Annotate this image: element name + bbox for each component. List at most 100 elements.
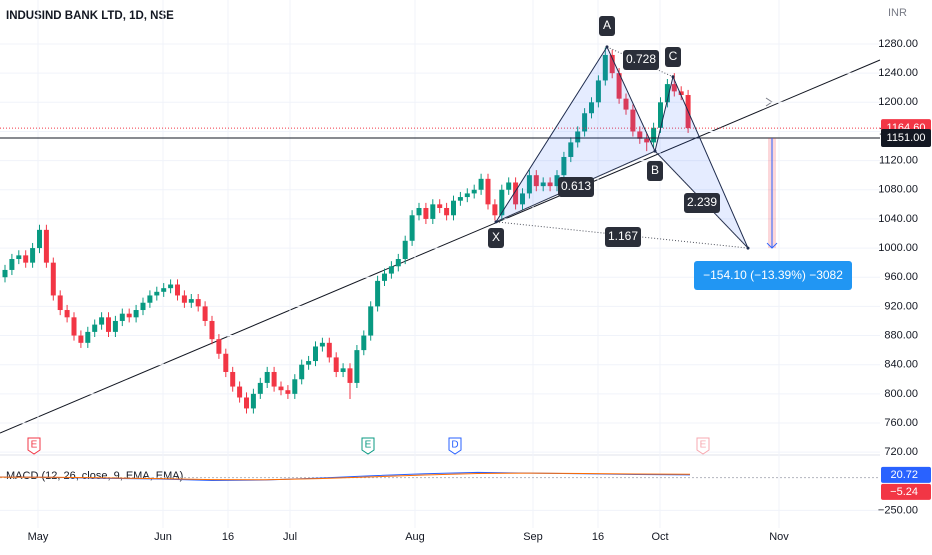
candle-body xyxy=(257,382,263,394)
candle-body xyxy=(181,295,187,303)
candle-body xyxy=(575,131,581,143)
candle-body xyxy=(188,299,194,303)
candle-body xyxy=(561,156,567,176)
x-tick-label: 16 xyxy=(222,531,234,543)
candle-body xyxy=(658,102,663,128)
axis: 720.00 760.00 800.00 840.00 880.00 920.00 960.… xyxy=(28,38,931,543)
macd-value: 20.72 xyxy=(890,469,918,481)
candle-body xyxy=(326,342,332,358)
candle-body xyxy=(50,262,56,296)
candle-body xyxy=(292,379,298,394)
measure-box xyxy=(694,261,852,290)
candle-body xyxy=(202,306,208,321)
candle-body xyxy=(37,229,42,249)
candle-body xyxy=(464,193,470,198)
candle-body xyxy=(319,342,325,347)
pattern-point xyxy=(653,149,657,153)
candle-body xyxy=(533,175,539,187)
candle-body xyxy=(437,204,443,208)
candle-body xyxy=(478,178,484,190)
pattern-ratio-box xyxy=(558,177,594,197)
candle-body xyxy=(347,368,353,383)
candle-body xyxy=(250,393,256,409)
x-tick-label: Jun xyxy=(154,531,172,543)
candle-body xyxy=(230,371,236,387)
candle-body xyxy=(223,353,229,372)
y-tick-label: 1280.00 xyxy=(878,38,918,50)
candles xyxy=(2,47,691,414)
candle-body xyxy=(154,291,160,296)
candle-body xyxy=(126,313,132,318)
pattern-label-box xyxy=(599,16,615,36)
pattern-ratio-box xyxy=(623,50,659,70)
level-label: 1151.00 xyxy=(887,132,926,144)
candle-body xyxy=(609,54,615,74)
candle-body xyxy=(671,84,677,92)
candle-body xyxy=(388,266,394,274)
pattern-label-box xyxy=(647,161,663,181)
pattern-dotted xyxy=(654,150,749,249)
candle-body xyxy=(568,142,574,157)
candle-body xyxy=(582,113,588,132)
macd-value-box xyxy=(881,466,931,483)
candle-body xyxy=(368,306,374,336)
candle-body xyxy=(554,175,560,187)
candle-body xyxy=(237,386,243,398)
candle-body xyxy=(485,178,491,205)
candle-body xyxy=(499,189,505,216)
trend-line xyxy=(0,59,881,434)
candle-body xyxy=(430,204,436,219)
event-label: E xyxy=(700,440,707,451)
candle-body xyxy=(168,284,174,289)
chart-title: INDUSIND BANK LTD, 1D, NSE xyxy=(6,10,174,22)
pattern-ratio: 2.239 xyxy=(687,195,717,209)
candle-body xyxy=(313,346,318,362)
event-marker xyxy=(361,437,375,455)
y-tick-label: 840.00 xyxy=(884,359,918,371)
candle-body xyxy=(161,288,167,292)
candle-body xyxy=(264,371,270,383)
x-tick-label: Jul xyxy=(283,531,297,543)
pattern-ratio: 0.728 xyxy=(626,52,656,66)
grid xyxy=(0,0,880,528)
candle-body xyxy=(43,229,49,263)
candle-body xyxy=(589,102,594,114)
y-tick-label: 1080.00 xyxy=(878,184,918,196)
candle-body xyxy=(271,371,277,387)
candle-body xyxy=(361,335,367,351)
candle-body xyxy=(451,200,456,216)
pattern-point xyxy=(746,246,750,250)
candle-body xyxy=(64,310,70,318)
x-tick-label: Oct xyxy=(651,531,668,543)
candle-body xyxy=(382,273,387,281)
pattern-ratio: 1.167 xyxy=(608,229,638,243)
candle-body xyxy=(492,204,498,216)
macd-tick-label: −250.00 xyxy=(878,504,918,516)
candle-body xyxy=(71,317,77,336)
candle-body xyxy=(209,320,215,340)
candle-body xyxy=(402,240,408,260)
candle-body xyxy=(471,189,477,194)
y-tick-label: 1240.00 xyxy=(878,67,918,79)
x-tick-label: Sep xyxy=(523,531,543,543)
candle-body xyxy=(106,317,111,332)
candle-body xyxy=(92,324,98,332)
candle-body xyxy=(354,350,360,383)
pattern-point xyxy=(605,45,609,49)
candle-body xyxy=(630,109,636,132)
y-tick-label: 1000.00 xyxy=(878,242,918,254)
candle-body xyxy=(664,84,670,103)
candle-body xyxy=(119,313,125,321)
pattern-ratio-box xyxy=(605,227,641,247)
candle-body xyxy=(678,91,684,96)
y-tick-label: 880.00 xyxy=(884,329,918,341)
candle-body xyxy=(340,368,346,372)
event-marker xyxy=(27,437,41,455)
y-tick-label: 960.00 xyxy=(884,271,918,283)
candle-body xyxy=(637,131,643,139)
pattern-label: C xyxy=(669,49,678,63)
candle-body xyxy=(99,317,105,325)
event-label: D xyxy=(451,440,458,451)
candle-body xyxy=(299,364,305,380)
